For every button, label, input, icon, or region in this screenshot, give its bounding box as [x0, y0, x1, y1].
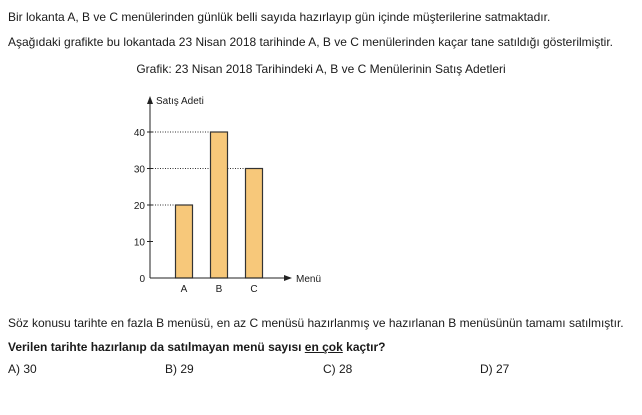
x-axis-arrow: [284, 275, 292, 281]
x-tick-label-a: A: [181, 284, 188, 295]
y-tick-label-20: 20: [134, 201, 146, 212]
bar-a: [174, 204, 194, 279]
x-tick-label-c: C: [250, 284, 257, 295]
chart-labels: A B C 0 10 20 30 40 Satış Adeti Menü: [134, 96, 321, 295]
option-a[interactable]: A) 30: [8, 362, 37, 376]
y-tick-label-30: 30: [134, 165, 146, 176]
option-b[interactable]: B) 29: [165, 362, 194, 376]
option-c[interactable]: C) 28: [323, 362, 353, 376]
y-tick-label-40: 40: [134, 128, 146, 139]
bar-b: [209, 131, 229, 279]
intro-line-1: Bir lokanta A, B ve C menülerinden günlü…: [8, 10, 551, 24]
question-prompt: Verilen tarihte hazırlanıp da satılmayan…: [8, 340, 386, 354]
option-d[interactable]: D) 27: [480, 362, 510, 376]
y-axis-arrow: [147, 96, 153, 104]
x-axis-label: Menü: [296, 274, 321, 285]
chart-axes: [147, 96, 292, 281]
chart-title: Grafik: 23 Nisan 2018 Tarihindeki A, B v…: [136, 62, 506, 76]
prompt-underlined: en çok: [304, 340, 343, 354]
chart-guides: [150, 131, 246, 206]
y-tick-label-10: 10: [134, 238, 146, 249]
statement-line: Söz konusu tarihte en fazla B menüsü, en…: [8, 316, 624, 330]
bar-chart: A B C 0 10 20 30 40 Satış Adeti Menü: [134, 96, 321, 295]
chart-bars: [174, 131, 264, 279]
bar-c: [244, 167, 264, 279]
prompt-part-1: Verilen tarihte hazırlanıp da satılmayan…: [8, 340, 305, 354]
prompt-part-2: kaçtır?: [342, 340, 386, 354]
x-tick-label-b: B: [216, 284, 223, 295]
y-axis-label: Satış Adeti: [156, 96, 204, 107]
y-tick-label-0: 0: [139, 274, 145, 285]
intro-line-2: Aşağıdaki grafikte bu lokantada 23 Nisan…: [8, 35, 614, 49]
